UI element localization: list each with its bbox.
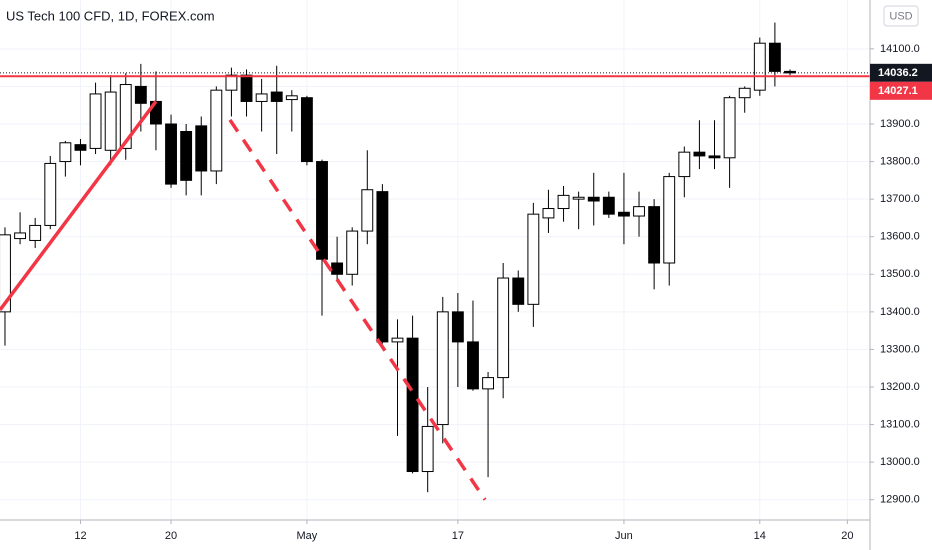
candle-body <box>421 425 434 473</box>
y-tick-label: 13200.0 <box>880 381 920 393</box>
candle-body <box>587 196 600 202</box>
x-tick-label: Jun <box>615 530 633 542</box>
candle-body <box>240 74 253 102</box>
y-tick-label: 13100.0 <box>880 418 920 430</box>
candle-body <box>557 194 570 210</box>
candle-body <box>633 206 645 217</box>
price-label-bg <box>870 81 932 100</box>
candle-body <box>29 224 42 241</box>
y-tick-label: 12900.0 <box>880 494 920 506</box>
candle-body <box>708 155 721 159</box>
candle-body <box>331 262 344 275</box>
candle-body <box>59 142 72 163</box>
y-tick-label: 13400.0 <box>880 306 920 318</box>
candle-body <box>663 176 676 264</box>
candle-body <box>316 161 328 260</box>
candle-body <box>391 337 404 343</box>
candle-body <box>542 208 555 219</box>
candle-body <box>753 42 766 91</box>
x-tick-label: 17 <box>452 530 464 542</box>
x-tick-label: 20 <box>841 530 853 542</box>
y-tick-label: 14100.0 <box>880 43 920 55</box>
candle-body <box>180 131 193 181</box>
y-tick-label: 13700.0 <box>880 193 920 205</box>
candle-body <box>346 230 359 275</box>
candle-body <box>376 191 389 343</box>
candle-body <box>768 42 781 72</box>
candle-body <box>467 341 479 390</box>
candle-body <box>738 87 751 99</box>
candle-body <box>14 232 27 240</box>
candle-body <box>210 89 223 172</box>
x-tick-label: 20 <box>165 530 177 542</box>
candle-body <box>648 206 661 264</box>
trendline <box>228 118 487 501</box>
candle-body <box>119 84 132 149</box>
currency-badge[interactable] <box>883 5 919 27</box>
candle-body <box>602 196 615 215</box>
candle-body <box>195 125 208 172</box>
x-tick-label: 12 <box>74 530 86 542</box>
candle-body <box>225 74 238 91</box>
y-tick-label: 13500.0 <box>880 268 920 280</box>
candle-body <box>0 234 11 313</box>
currency-label[interactable]: USD <box>889 10 912 22</box>
trendline <box>0 100 158 312</box>
candle-body <box>527 213 540 305</box>
candle-body <box>89 93 102 149</box>
y-tick-label: 13800.0 <box>880 155 920 167</box>
candle-body <box>572 196 585 200</box>
candle-body <box>406 337 419 473</box>
candle-body <box>361 189 374 232</box>
y-tick-label: 13900.0 <box>880 118 920 130</box>
y-tick-label: 13000.0 <box>880 456 920 468</box>
candle-body <box>678 151 691 178</box>
y-tick-label: 13300.0 <box>880 343 920 355</box>
candle-body <box>617 211 630 217</box>
candle-body <box>270 91 283 102</box>
candle-body <box>693 151 706 157</box>
y-tick-label: 13600.0 <box>880 231 920 243</box>
candle-body <box>300 97 313 163</box>
candle-body <box>285 95 298 101</box>
price-label-bg <box>870 63 932 82</box>
candle-body <box>451 311 464 343</box>
candle-body <box>165 123 177 185</box>
x-tick-label: 14 <box>754 530 766 542</box>
candle-body <box>512 277 525 305</box>
candle-body <box>482 377 494 390</box>
candle-body <box>104 91 117 151</box>
candle-body <box>74 144 87 151</box>
price-label: 14027.1 <box>878 85 918 97</box>
candle-body <box>497 277 510 379</box>
price-label: 14036.2 <box>878 67 918 79</box>
candle-body <box>255 93 268 102</box>
chart-title: US Tech 100 CFD, 1D, FOREX.com <box>6 8 215 23</box>
candle-body <box>44 162 57 226</box>
candle-body <box>723 97 736 159</box>
candle-body <box>436 311 449 426</box>
candle-body <box>134 85 147 104</box>
x-tick-label: May <box>297 530 318 542</box>
